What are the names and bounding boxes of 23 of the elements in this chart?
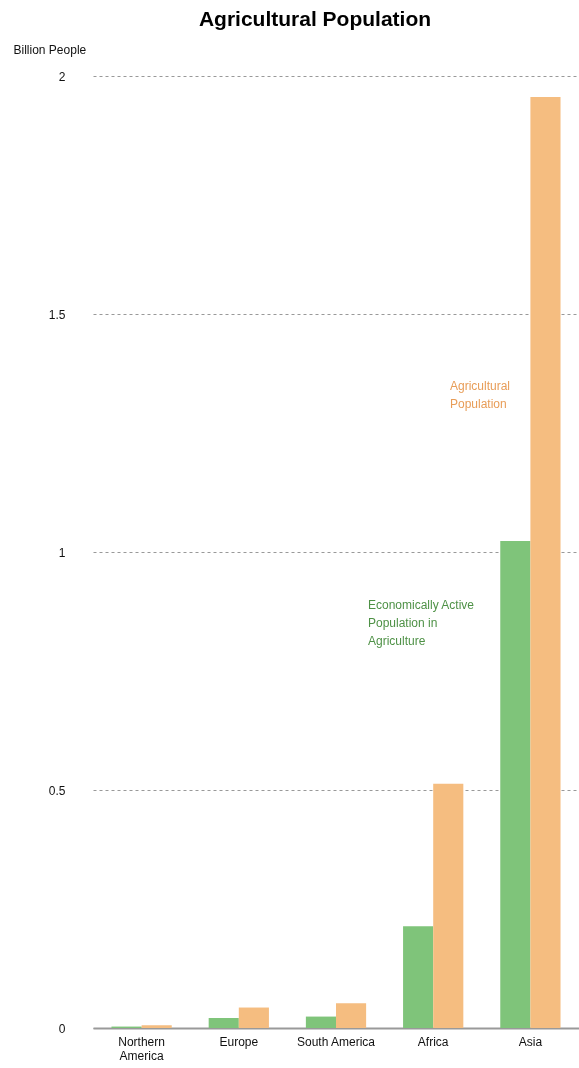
series-label: Agricultural Population	[450, 378, 511, 411]
text: Economically Active Population in Agriculture	[368, 597, 475, 648]
bar	[530, 96, 561, 1028]
y-tick-label: 1.5	[48, 307, 66, 322]
bar	[238, 1007, 269, 1028]
y-tick-label: 0	[58, 1021, 66, 1036]
bar	[336, 1003, 367, 1028]
y-tick-label: 1	[58, 545, 66, 560]
bar	[141, 1025, 172, 1028]
x-tick-label: Northern America	[118, 1034, 165, 1063]
bar	[403, 926, 434, 1028]
y-tick-label: 0.5	[48, 783, 66, 798]
x-tick-label: Asia	[518, 1034, 543, 1049]
bar	[500, 541, 531, 1028]
x-tick-label: Europe	[219, 1034, 259, 1049]
x-tick-label: South America	[296, 1034, 376, 1049]
x-tick-label: Africa	[417, 1034, 449, 1049]
y-axis-title: Billion People	[13, 42, 87, 57]
bar	[433, 783, 464, 1028]
bar	[208, 1018, 239, 1028]
y-tick-label: 2	[58, 69, 66, 84]
chart-title: Agricultural Population	[198, 7, 432, 30]
bar	[305, 1016, 336, 1028]
